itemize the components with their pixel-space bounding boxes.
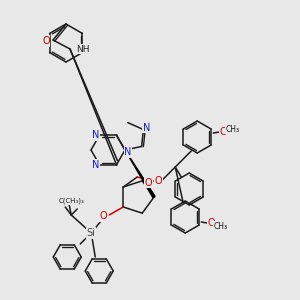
Text: O: O bbox=[144, 178, 152, 188]
Text: CH₃: CH₃ bbox=[213, 221, 227, 230]
Text: N: N bbox=[92, 160, 99, 170]
Text: O: O bbox=[42, 36, 50, 46]
Polygon shape bbox=[125, 150, 155, 198]
Text: N: N bbox=[92, 130, 99, 140]
Text: O: O bbox=[219, 127, 227, 137]
Text: Si: Si bbox=[87, 228, 96, 238]
Text: N: N bbox=[143, 123, 150, 133]
Text: C(CH₃)₃: C(CH₃)₃ bbox=[58, 198, 84, 204]
Text: O: O bbox=[154, 176, 162, 186]
Text: O: O bbox=[207, 218, 215, 228]
Text: N: N bbox=[124, 147, 132, 157]
Text: NH: NH bbox=[76, 44, 89, 53]
Text: CH₃: CH₃ bbox=[225, 124, 239, 134]
Text: O: O bbox=[99, 211, 107, 221]
